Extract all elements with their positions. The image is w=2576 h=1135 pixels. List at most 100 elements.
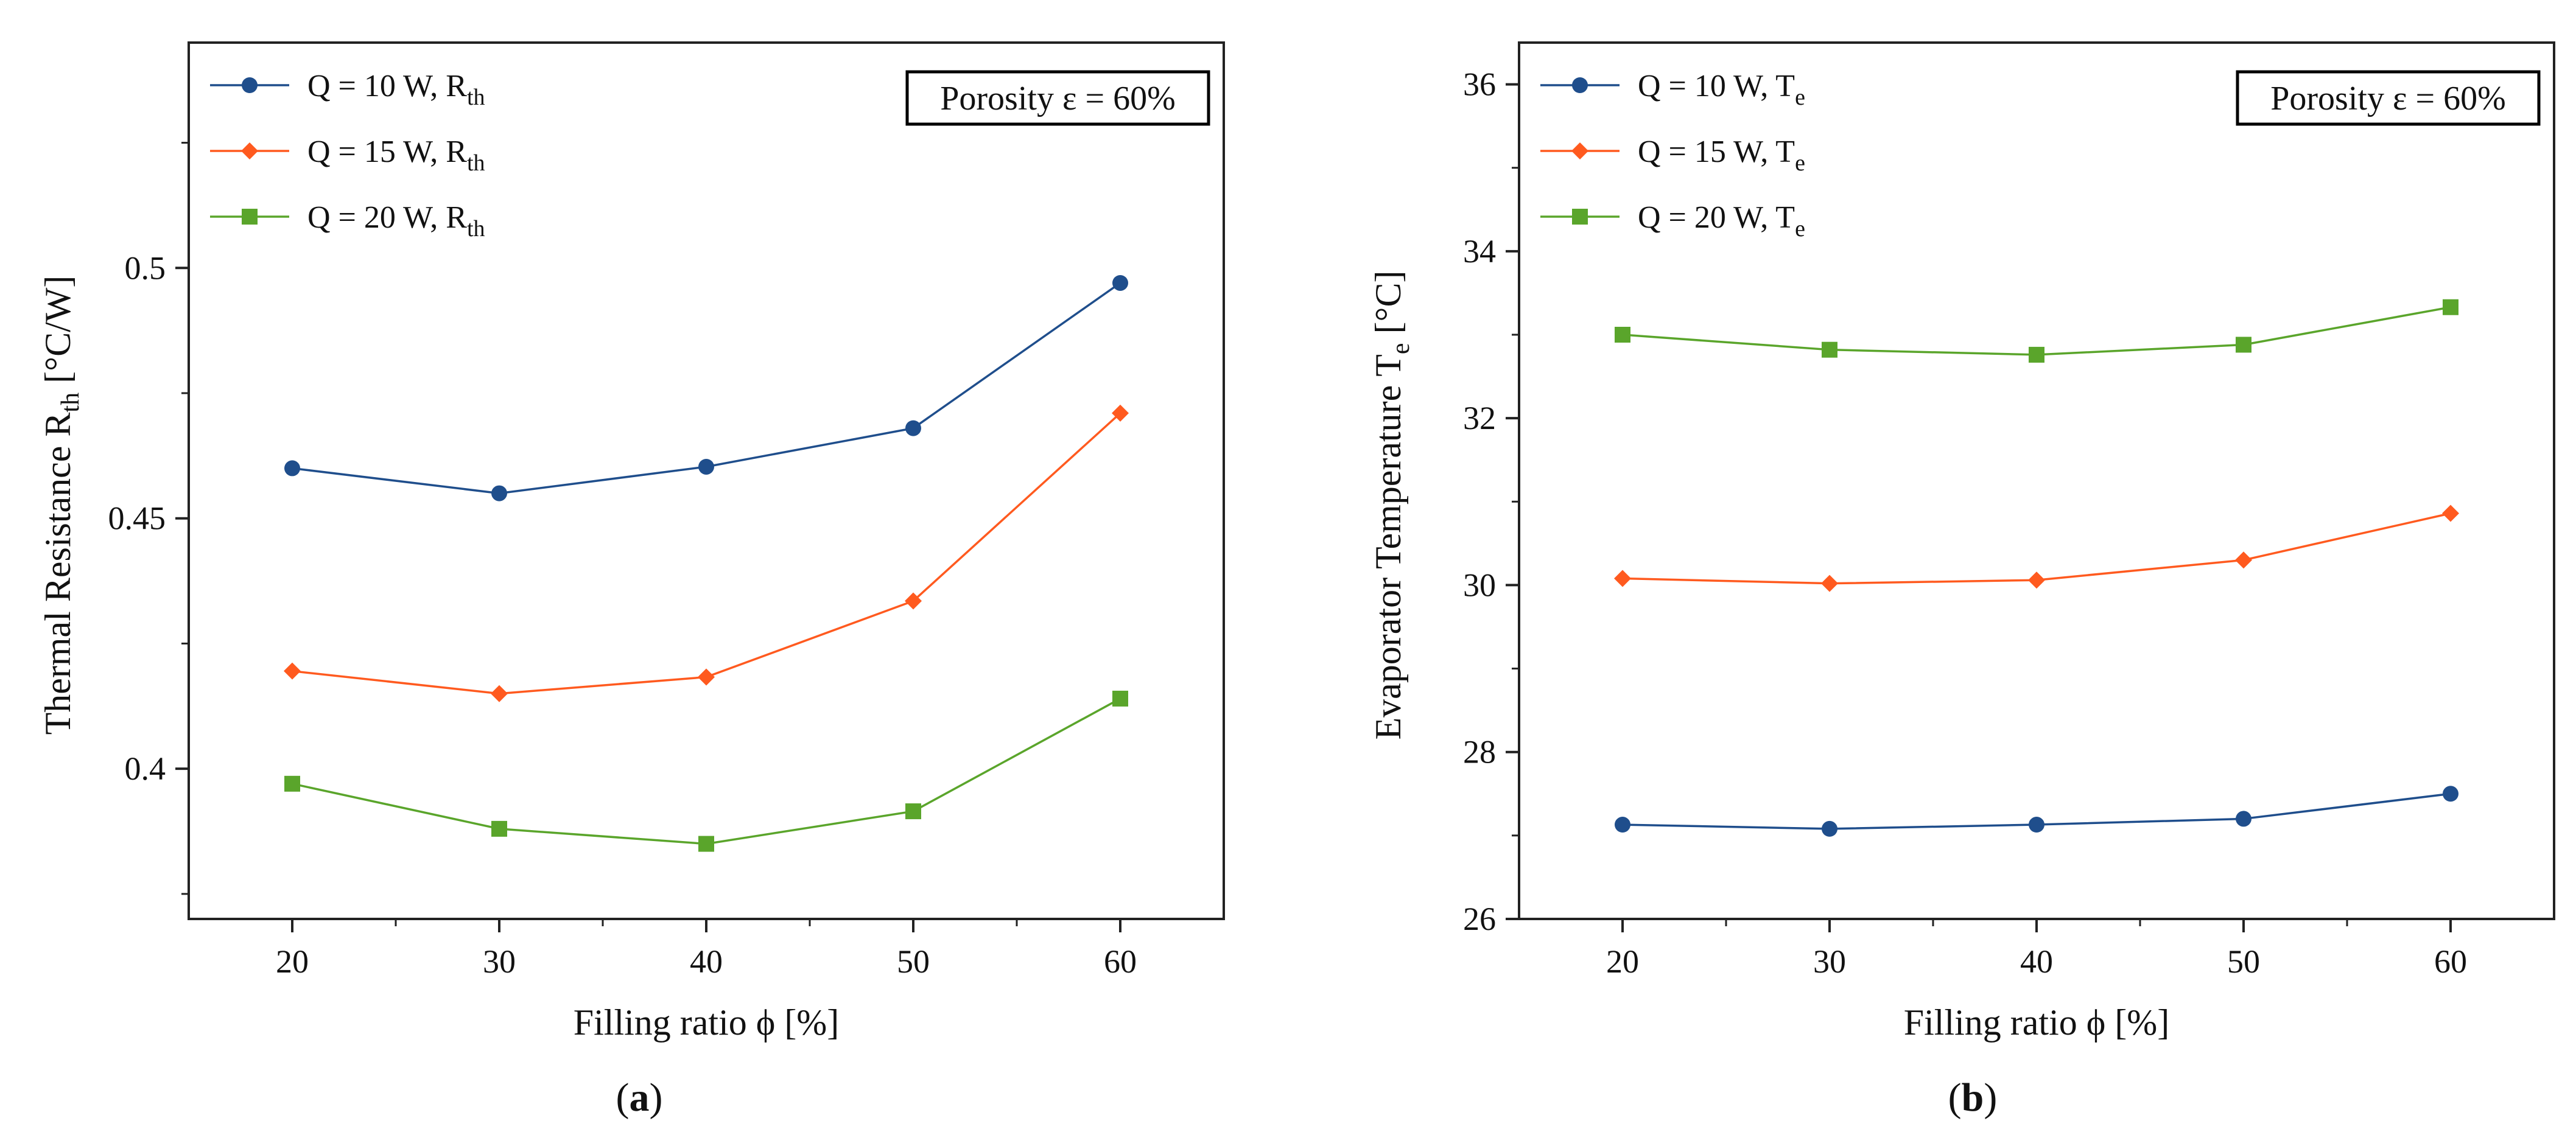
legend-label: Q = 10 W, Rth <box>307 69 485 110</box>
y-axis-title: Evaporator Temperature Te [°C] <box>1368 271 1415 740</box>
y-axis-title-unit: [°C] <box>1368 271 1408 343</box>
y-axis-title-main: Evaporator Temperature T <box>1368 354 1408 739</box>
data-point <box>1615 327 1630 343</box>
data-point <box>2028 571 2045 589</box>
series-line <box>292 697 1121 845</box>
x-tick-label: 50 <box>2227 943 2260 980</box>
legend-label-sub: e <box>1795 216 1805 242</box>
y-axis-title-sub: e <box>1387 343 1415 355</box>
chart-panel-a: 20 30 40 50 60 0.4 0.45 0.5 Filling ratio ϕ [%] T… <box>38 41 1225 1120</box>
data-point <box>2235 551 2252 569</box>
x-tick-label: 60 <box>2434 943 2467 980</box>
legend-entry-1: Q = 10 W, Te <box>1540 69 1805 110</box>
legend-label-main: Q = 10 W, R <box>307 69 467 103</box>
legend-label-main: Q = 15 W, R <box>307 134 467 169</box>
series-2 <box>1614 505 2459 592</box>
panel-label-close: ) <box>1984 1075 1997 1120</box>
panel-label: (a) <box>616 1075 663 1120</box>
data-point <box>698 836 714 852</box>
data-point <box>284 775 300 792</box>
data-point <box>2443 786 2458 802</box>
panel-label-close: ) <box>650 1075 663 1120</box>
x-axis-title: Filling ratio ϕ [%] <box>1904 1002 2170 1042</box>
data-point <box>905 420 921 436</box>
x-axis-title: Filling ratio ϕ [%] <box>574 1002 840 1042</box>
y-tick-label: 0.45 <box>108 500 166 537</box>
series-1 <box>1615 786 2458 837</box>
legend-label-sub: e <box>1795 150 1805 176</box>
x-tick-label: 40 <box>2020 943 2053 980</box>
legend-entry-3: Q = 20 W, Rth <box>210 200 485 242</box>
plot-frame <box>1518 41 2555 920</box>
data-point <box>2236 337 2251 353</box>
y-axis-title-unit: [°C/W] <box>38 276 78 393</box>
legend-label-sub: th <box>467 85 485 110</box>
legend-label: Q = 10 W, Te <box>1638 69 1805 110</box>
series-2 <box>284 404 1129 702</box>
chart-panel-b: 20 30 40 50 60 26 28 30 32 34 36 Filling ratio ϕ [%… <box>1368 41 2555 1120</box>
x-tick-label: 30 <box>1813 943 1846 980</box>
porosity-badge-text: Porosity ε = 60% <box>940 80 1175 117</box>
legend-label: Q = 20 W, Te <box>1638 200 1805 242</box>
legend-marker <box>1571 142 1588 159</box>
legend-marker <box>242 77 258 93</box>
data-point <box>1822 820 1837 837</box>
y-tick-label: 30 <box>1463 567 1496 603</box>
legend-label-sub: th <box>467 216 485 242</box>
y-tick-label: 26 <box>1463 901 1496 937</box>
data-point <box>1615 817 1630 833</box>
y-tick-label: 34 <box>1463 233 1496 270</box>
panel-label: (b) <box>1948 1075 1998 1120</box>
data-point <box>1112 690 1128 707</box>
data-point <box>1821 574 1838 592</box>
y-tick-label: 0.5 <box>125 250 166 286</box>
data-point <box>2443 299 2458 315</box>
legend-entry-2: Q = 15 W, Rth <box>210 134 485 176</box>
porosity-badge <box>2236 70 2541 126</box>
plot-frame <box>188 41 1225 920</box>
series-line <box>292 412 1121 695</box>
data-point <box>698 458 714 475</box>
legend-label: Q = 15 W, Rth <box>307 134 485 176</box>
series-1 <box>284 274 1128 501</box>
data-point <box>1614 570 1631 587</box>
x-tick-label: 60 <box>1104 943 1137 980</box>
x-tick-label: 50 <box>897 943 930 980</box>
legend-label: Q = 15 W, Te <box>1638 134 1805 176</box>
data-point <box>1112 404 1129 422</box>
x-tick-label: 20 <box>1606 943 1639 980</box>
data-point <box>2029 346 2044 363</box>
data-point <box>284 662 301 680</box>
porosity-badge-text: Porosity ε = 60% <box>2270 80 2505 117</box>
legend-label-sub: e <box>1795 85 1805 110</box>
legend-label-sub: th <box>467 150 485 176</box>
data-point <box>284 460 300 477</box>
porosity-badge <box>905 70 1210 126</box>
series-3 <box>1615 299 2458 363</box>
y-tick-label: 28 <box>1463 734 1496 770</box>
x-tick-label: 40 <box>690 943 723 980</box>
data-point <box>905 592 922 610</box>
y-tick-label: 36 <box>1463 66 1496 103</box>
y-tick-label: 32 <box>1463 400 1496 436</box>
data-point <box>905 803 921 820</box>
data-point <box>2442 505 2459 522</box>
legend-marker <box>1572 209 1588 225</box>
legend-entry-3: Q = 20 W, Te <box>1540 200 1805 242</box>
legend-marker <box>242 209 258 225</box>
legend-label: Q = 20 W, Rth <box>307 200 485 242</box>
data-point <box>1822 341 1837 358</box>
y-axis-title-sub: th <box>57 393 85 413</box>
data-point <box>491 485 507 501</box>
legend-entry-2: Q = 15 W, Te <box>1540 134 1805 176</box>
data-point <box>491 685 508 702</box>
panel-label-letter: b <box>1962 1075 1984 1120</box>
legend-marker <box>241 142 258 159</box>
data-point <box>1112 274 1128 291</box>
x-tick-label: 20 <box>276 943 309 980</box>
legend-entry-1: Q = 10 W, Rth <box>210 69 485 110</box>
legend-label-main: Q = 15 W, T <box>1638 134 1795 169</box>
legend-marker <box>1572 77 1588 93</box>
legend-label-main: Q = 20 W, T <box>1638 200 1795 235</box>
